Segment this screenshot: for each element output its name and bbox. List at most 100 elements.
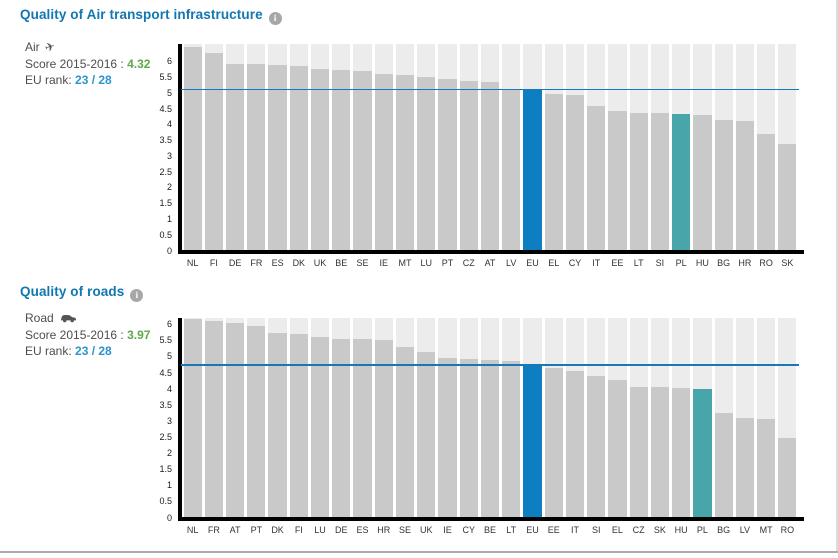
x-label-NL: NL <box>186 525 199 535</box>
y-tick-2.5: 2.5 <box>159 166 172 177</box>
bar-LU[interactable] <box>310 336 330 517</box>
bar-RO[interactable] <box>757 133 776 250</box>
x-label-EU: EU <box>526 258 539 268</box>
bar-LV[interactable] <box>502 89 521 250</box>
bar-NL[interactable] <box>183 47 202 250</box>
bar-LT[interactable] <box>629 113 648 250</box>
bar-UK[interactable] <box>417 352 436 517</box>
bar-SE[interactable] <box>395 347 415 517</box>
bar-MT[interactable] <box>757 419 776 517</box>
bar-IT[interactable] <box>565 371 585 517</box>
x-label-CY: CY <box>568 258 582 268</box>
x-label-MT: MT <box>398 258 412 268</box>
bar-CY[interactable] <box>459 358 478 517</box>
x-label-BE: BE <box>483 525 496 535</box>
x-label-ES: ES <box>271 258 284 268</box>
bar-PL[interactable] <box>693 389 712 517</box>
bar-CY[interactable] <box>565 95 585 250</box>
bar-CZ[interactable] <box>629 386 648 517</box>
bar-MT[interactable] <box>395 74 415 250</box>
eu-average-line <box>181 88 799 91</box>
bar-DK[interactable] <box>268 332 287 517</box>
x-label-LV: LV <box>506 258 517 268</box>
y-tick-3.5: 3.5 <box>159 135 172 146</box>
air-score-label: Score 2015-2016 : <box>25 56 124 71</box>
x-label-HU: HU <box>674 525 688 535</box>
air-chart-legend: Air ✈ Score 2015-2016 : 4.32 EU rank: 23… <box>25 39 150 89</box>
info-icon[interactable]: i <box>268 11 282 25</box>
bar-BG[interactable] <box>714 413 733 517</box>
bar-PT[interactable] <box>247 325 266 517</box>
y-tick-0.5: 0.5 <box>159 229 172 240</box>
info-icon[interactable]: i <box>130 288 144 302</box>
bar-SE[interactable] <box>353 71 372 250</box>
x-label-HU: HU <box>695 258 709 268</box>
bar-RO[interactable] <box>778 438 797 517</box>
bar-FR[interactable] <box>247 64 266 250</box>
y-tick-2: 2 <box>166 182 172 193</box>
bar-LT[interactable] <box>502 361 521 517</box>
bar-SI[interactable] <box>587 376 606 517</box>
bar-FR[interactable] <box>204 320 223 517</box>
x-label-RO: RO <box>780 525 795 535</box>
y-tick-4: 4 <box>166 119 172 130</box>
bar-LV[interactable] <box>735 417 754 517</box>
road-score-value: 3.97 <box>127 327 151 342</box>
y-tick-5.5: 5.5 <box>159 335 172 346</box>
y-tick-3: 3 <box>166 415 172 426</box>
y-axis-line <box>178 44 182 254</box>
info-icon-glyph: i <box>135 290 139 300</box>
bar-BG[interactable] <box>714 120 733 250</box>
bar-UK[interactable] <box>310 68 330 250</box>
bar-DE[interactable] <box>332 338 351 517</box>
bar-ES[interactable] <box>268 65 287 250</box>
bar-AT[interactable] <box>225 322 245 517</box>
y-tick-6: 6 <box>166 319 172 330</box>
bar-IT[interactable] <box>587 105 606 250</box>
bar-EE[interactable] <box>608 110 627 250</box>
bar-FI[interactable] <box>204 53 223 250</box>
bar-DE[interactable] <box>225 63 245 250</box>
bar-EL[interactable] <box>544 94 563 250</box>
bar-EU[interactable] <box>523 364 542 517</box>
bar-IE[interactable] <box>438 357 457 517</box>
bar-SK[interactable] <box>778 143 797 250</box>
y-tick-5: 5 <box>166 87 172 98</box>
bar-EL[interactable] <box>608 380 627 517</box>
bar-FI[interactable] <box>289 333 308 517</box>
car-icon <box>61 315 77 323</box>
x-label-PL: PL <box>675 258 687 268</box>
air-mode-label: Air <box>25 40 40 54</box>
air-chart-title-text: Quality of Air transport infrastructure <box>20 7 263 22</box>
bar-PL[interactable] <box>672 113 691 250</box>
bar-HU[interactable] <box>672 388 691 517</box>
x-label-SI: SI <box>591 525 601 535</box>
info-icon-glyph: i <box>273 13 277 23</box>
x-label-AT: AT <box>229 525 241 535</box>
bar-SI[interactable] <box>650 113 670 250</box>
bar-IE[interactable] <box>374 74 393 250</box>
bar-LU[interactable] <box>417 77 436 250</box>
bar-EE[interactable] <box>544 367 563 517</box>
bar-NL[interactable] <box>183 318 202 517</box>
x-label-UK: UK <box>420 525 433 535</box>
air-score-line: Score 2015-2016 : 4.32 <box>25 56 150 73</box>
bar-BE[interactable] <box>332 69 351 250</box>
y-tick-4: 4 <box>166 383 172 394</box>
road-rank-line: EU rank: 23 / 28 <box>25 343 150 360</box>
bar-SK[interactable] <box>650 386 670 517</box>
bar-HR[interactable] <box>374 339 393 517</box>
bar-AT[interactable] <box>480 82 500 250</box>
bar-DK[interactable] <box>289 66 308 250</box>
bar-PT[interactable] <box>438 78 457 250</box>
bar-CZ[interactable] <box>459 80 478 250</box>
bar-HR[interactable] <box>735 120 754 250</box>
y-tick-0: 0 <box>166 245 172 256</box>
x-label-LU: LU <box>314 525 326 535</box>
eu-average-line <box>181 364 799 366</box>
bar-BE[interactable] <box>480 360 500 517</box>
x-label-EL: EL <box>548 258 560 268</box>
bar-EU[interactable] <box>523 89 542 250</box>
bar-ES[interactable] <box>353 339 372 517</box>
bar-HU[interactable] <box>693 114 712 250</box>
